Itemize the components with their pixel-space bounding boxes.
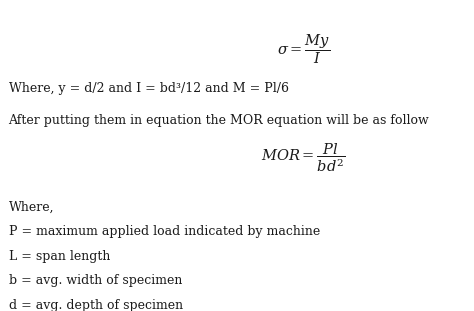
Text: After putting them in equation the MOR equation will be as follow: After putting them in equation the MOR e… xyxy=(9,114,429,127)
Text: b = avg. width of specimen: b = avg. width of specimen xyxy=(9,274,182,287)
Text: P = maximum applied load indicated by machine: P = maximum applied load indicated by ma… xyxy=(9,225,320,239)
Text: L = span length: L = span length xyxy=(9,250,110,263)
Text: $\mathit{MOR} = \dfrac{Pl}{bd^{2}}$: $\mathit{MOR} = \dfrac{Pl}{bd^{2}}$ xyxy=(261,142,346,174)
Text: Where,: Where, xyxy=(9,201,54,214)
Text: $\sigma = \dfrac{My}{I}$: $\sigma = \dfrac{My}{I}$ xyxy=(277,33,330,66)
Text: Where, y = d/2 and I = bd³/12 and M = Pl/6: Where, y = d/2 and I = bd³/12 and M = Pl… xyxy=(9,82,289,95)
Text: d = avg. depth of specimen: d = avg. depth of specimen xyxy=(9,299,182,311)
